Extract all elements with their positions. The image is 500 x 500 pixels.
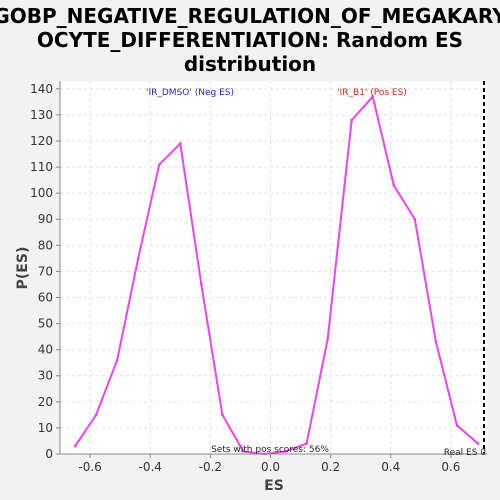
y-tick-label: 110 — [30, 160, 53, 174]
chart-title-line-2: OCYTE_DIFFERENTIATION: Random ES — [37, 28, 463, 52]
y-tick-label: 130 — [30, 108, 53, 122]
y-tick-label: 140 — [30, 82, 53, 96]
y-axis-ticks: 0 10 20 30 40 50 60 70 80 90 100 110 120 130 140 — [30, 82, 60, 461]
y-tick-label: 120 — [30, 134, 53, 148]
y-tick-label: 40 — [38, 343, 53, 357]
y-tick-label: 20 — [38, 395, 53, 409]
plot-area — [60, 81, 487, 454]
y-tick-label: 80 — [38, 238, 53, 252]
series-point — [476, 442, 480, 445]
series-point — [455, 423, 459, 427]
y-tick-label: 10 — [38, 421, 53, 435]
x-tick-label: 0.6 — [441, 460, 460, 474]
series-point — [94, 413, 98, 417]
series-point — [157, 163, 161, 166]
y-tick-label: 100 — [30, 186, 53, 200]
series-point — [350, 118, 354, 122]
neg-es-label: 'IR_DMSO' (Neg ES) — [146, 88, 234, 98]
chart-title-line-1: GOBP_NEGATIVE_REGULATION_OF_MEGAKARY — [0, 4, 500, 28]
y-tick-label: 90 — [38, 212, 53, 226]
pos-scores-text: Sets with pos scores: 56% — [211, 445, 329, 455]
series-point — [413, 217, 417, 221]
y-tick-label: 50 — [38, 317, 53, 331]
series-point — [178, 142, 182, 146]
series-point — [220, 413, 224, 417]
series-line — [74, 94, 479, 456]
x-tick-label: 0.4 — [381, 460, 400, 474]
x-tick-label: -0.2 — [199, 460, 222, 474]
series-point — [199, 283, 203, 286]
series-point — [136, 256, 140, 260]
series-point — [371, 95, 375, 99]
series-points — [73, 95, 480, 456]
x-tick-label: 0.0 — [261, 460, 280, 474]
x-axis-label: ES — [264, 478, 284, 494]
y-tick-label: 30 — [38, 369, 53, 383]
real-es-text: Real ES 0 — [444, 448, 487, 458]
chart-title: GOBP_NEGATIVE_REGULATION_OF_MEGAKARY OCY… — [0, 4, 500, 76]
chart-title-line-3: distribution — [184, 52, 316, 76]
series-point — [434, 340, 438, 344]
series-point — [326, 337, 330, 341]
pos-es-label: 'IR_B1' (Pos ES) — [337, 88, 407, 98]
series-point — [284, 449, 287, 453]
series-point — [242, 449, 245, 453]
series-point — [115, 358, 119, 362]
grid-lines — [60, 81, 487, 455]
series-point — [392, 183, 396, 187]
x-tick-label: -0.4 — [139, 460, 162, 474]
x-axis-ticks: -0.6 -0.4 -0.2 0.0 0.2 0.4 0.6 — [78, 454, 460, 474]
series-point — [73, 444, 77, 448]
y-tick-label: 0 — [45, 447, 53, 461]
x-tick-label: 0.2 — [321, 460, 340, 474]
y-tick-label: 70 — [38, 264, 53, 278]
y-tick-label: 60 — [38, 290, 53, 304]
x-tick-label: -0.6 — [78, 460, 101, 474]
y-axis-label: P(ES) — [15, 247, 31, 290]
series-point — [305, 442, 308, 445]
